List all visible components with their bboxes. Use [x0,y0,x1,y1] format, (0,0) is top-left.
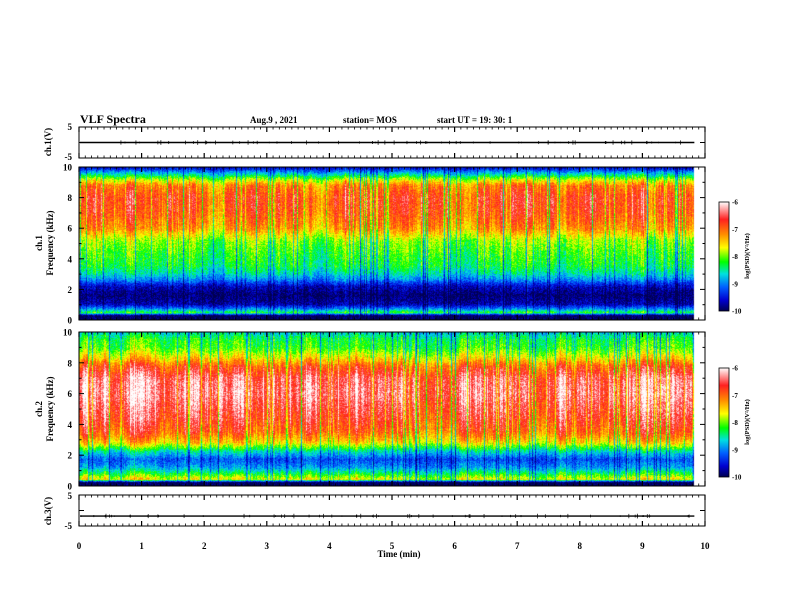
ch2-colorbar-tick-label--10: -10 [732,474,742,482]
ch2-spectrogram-ticks [78,331,706,487]
observation-date: Aug.9 , 2021 [250,115,298,125]
ch1-spectrogram-ytick-label-2: 2 [68,285,73,295]
ch2-spectrogram-ytick-labels: 0 2 4 6 8 10 [63,328,73,492]
ch2-spectrogram-heatmap [79,332,705,486]
ch1-colorbar-frame [718,201,730,312]
ch2-spectrogram-ytick-label-10: 10 [63,328,73,338]
x-tick-label-3: 3 [265,541,270,551]
ch1-colorbar-tick-label--7: -7 [732,226,738,234]
ch3-waveform-panel: 5 -5 ch.3(V) [43,491,706,531]
ch2-colorbar-gradient [719,368,729,477]
x-tick-label-1: 1 [139,541,144,551]
figure-title: VLF Spectra [80,112,146,126]
ch1-waveform-ylabel: ch.1(V) [43,128,53,156]
ch2-spectrogram-panel: 0 2 4 6 8 10 ch.2 Frequency (kHz) [34,328,706,492]
ch1-spectrogram-ticks [78,166,706,321]
ch2-spectrogram-ytick-label-8: 8 [68,358,73,368]
ch2-colorbar-tick-label--7: -7 [732,392,738,400]
x-axis-title: Time (min) [377,549,420,559]
ch1-spectrogram-image-holder [79,167,705,320]
ch3-waveform-ticks [78,494,706,527]
ch2-spectrogram-image-holder [79,332,705,486]
ch2-colorbar-tick-label--8: -8 [732,419,738,427]
x-tick-label-4: 4 [327,541,332,551]
ch2-colorbar-title: log(PSD)(V²/Hz) [744,399,751,445]
ch1-ytick-top: 5 [68,122,73,132]
ch1-spectrogram-ytick-label-10: 10 [63,163,73,173]
x-tick-label-6: 6 [452,541,457,551]
ch1-ytick-bottom: -5 [65,152,73,162]
x-tick-label-0: 0 [77,541,82,551]
station-label: station= MOS [343,115,397,125]
ch1-spectrogram-ytick-label-4: 4 [68,254,73,264]
ch1-waveform-trace [80,140,695,145]
ch1-colorbar-tick-label--8: -8 [732,253,738,261]
ch1-colorbar-gradient-holder [719,202,729,311]
ch1-spectrogram-heatmap [79,167,705,320]
figure-header: VLF Spectra Aug.9 , 2021 station= MOS st… [80,112,513,126]
ch1-spectrogram-ylabel: Frequency (kHz) [45,210,55,275]
x-tick-label-5: 5 [390,541,395,551]
ch1-colorbar-tick-label--9: -9 [732,280,738,288]
ch3-waveform-ylabel: ch.3(V) [43,497,53,525]
start-ut-label: start UT = 19: 30: 1 [437,115,513,125]
ch2-spectrogram-ylabel: Frequency (kHz) [45,376,55,441]
ch2-spectrogram-channel-label: ch.2 [34,401,44,417]
ch1-spectrogram-channel-label: ch.1 [34,235,44,251]
ch2-spectrogram-ytick-label-0: 0 [68,482,73,492]
ch1-colorbar-title: log(PSD)(V²/Hz) [744,233,751,279]
ch1-spectrogram-ytick-label-0: 0 [68,316,73,326]
ch1-colorbar-tick-labels: -6 -7 -8 -9 -10 [732,199,742,316]
ch2-colorbar-frame [718,367,730,478]
ch2-colorbar-tick-labels: -6 -7 -8 -9 -10 [732,365,742,482]
x-tick-label-8: 8 [578,541,583,551]
ch1-spectrogram-ytick-labels: 0 2 4 6 8 10 [63,163,73,326]
x-tick-label-9: 9 [640,541,645,551]
ch2-colorbar-tick-label--9: -9 [732,446,738,454]
x-axis-tick-labels: 0 1 2 3 4 5 6 7 8 9 10 [77,541,710,551]
ch1-waveform-ticks [78,126,706,159]
ch1-colorbar-tick-label--6: -6 [732,199,738,207]
ch2-spectrogram-ytick-label-2: 2 [68,451,73,461]
x-tick-label-2: 2 [202,541,207,551]
ch3-ytick-bottom: -5 [65,521,73,531]
ch3-ytick-top: 5 [68,491,73,501]
ch1-spectrogram-ytick-label-6: 6 [68,224,73,234]
ch1-colorbar-tick-label--10: -10 [732,308,742,316]
x-tick-label-10: 10 [701,541,711,551]
ch1-colorbar-gradient [719,202,729,311]
x-tick-label-7: 7 [515,541,520,551]
ch1-spectrogram-ytick-label-8: 8 [68,193,73,203]
ch2-spectrogram-ytick-label-6: 6 [68,389,73,399]
ch3-waveform-trace [80,513,695,519]
ch1-spectrogram-panel: 0 2 4 6 8 10 ch.1 Frequency (kHz) [34,163,706,326]
ch1-waveform-panel: 5 -5 ch.1(V) [43,122,706,162]
ch1-colorbar: -6 -7 -8 -9 -10 log(PSD)(V²/Hz) [718,199,751,316]
ch2-spectrogram-ytick-label-4: 4 [68,420,73,430]
ch2-colorbar-gradient-holder [719,368,729,477]
ch2-colorbar: -6 -7 -8 -9 -10 log(PSD)(V²/Hz) [718,365,751,482]
ch2-colorbar-tick-label--6: -6 [732,365,738,373]
